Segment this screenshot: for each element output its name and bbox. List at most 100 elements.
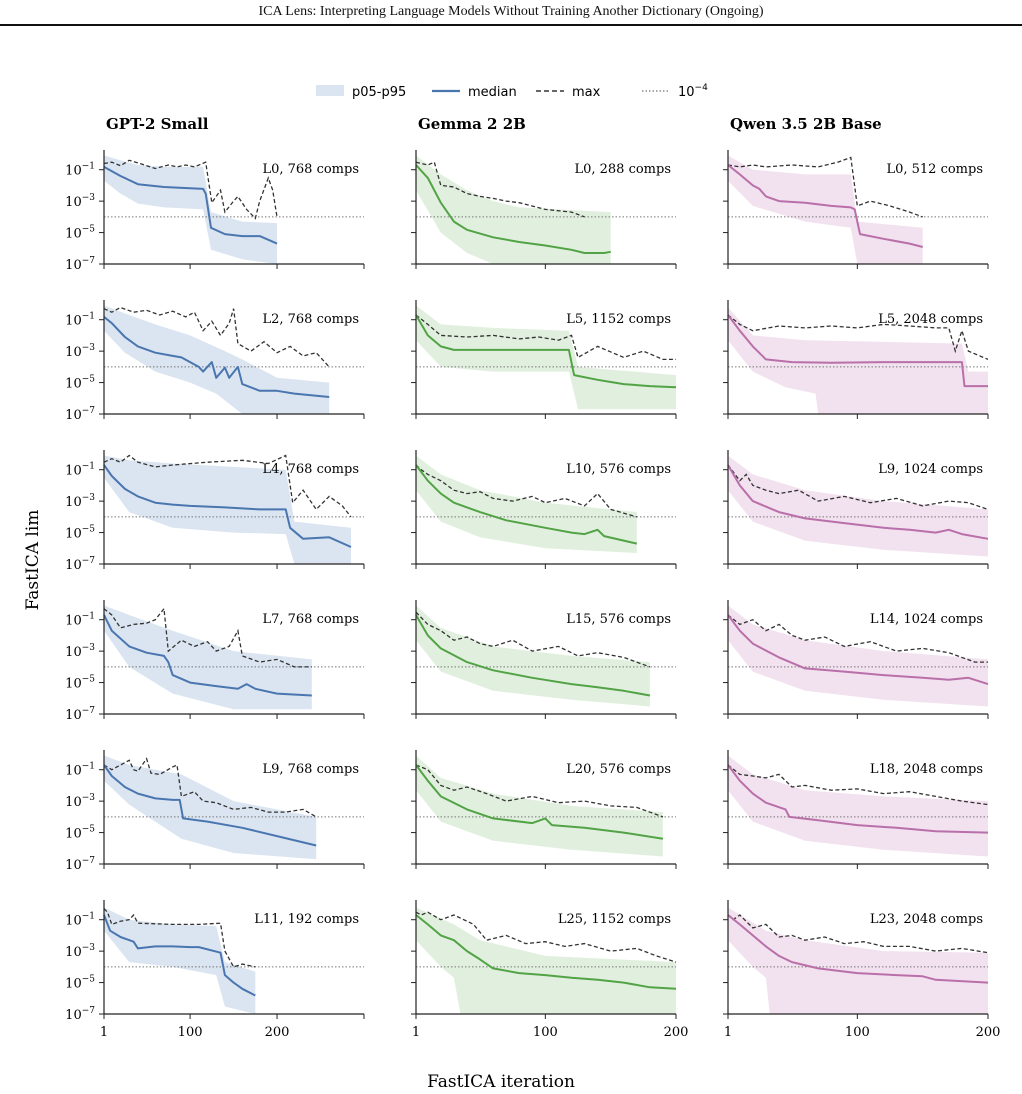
legend-item-dotted: 10−4: [642, 83, 708, 100]
max-line: [727, 764, 989, 806]
y-tick-label-sup: −7: [82, 706, 96, 716]
y-tick-label-sup: −1: [82, 162, 95, 172]
y-tick-label: 10−7: [65, 406, 95, 423]
percentile-band: [728, 907, 988, 1014]
y-tick-label-sup: −3: [82, 643, 96, 653]
y-tick-label: 10−5: [65, 225, 95, 242]
y-tick-label: 10−7: [65, 856, 95, 873]
y-tick-label-sup: −3: [82, 493, 96, 503]
max-line: [415, 464, 637, 518]
panel: 10−1 10−3 10−5 10−7 1 100 200 L11, 192 comps: [65, 900, 365, 1040]
y-tick-label-sup: −7: [82, 256, 96, 266]
y-tick-label: 10−5: [65, 375, 95, 392]
y-tick-label: 10−3: [65, 793, 95, 810]
median-line: [103, 316, 330, 398]
y-tick-label: 10−3: [65, 193, 95, 210]
legend: p05-p95 median max 10−4: [316, 83, 708, 100]
panel: 10−1 10−3 10−5 10−7 L0, 768 comps: [65, 150, 365, 273]
median-line: [103, 614, 312, 697]
max-line: [727, 464, 989, 511]
percentile-band: [728, 605, 988, 707]
percentile-band: [728, 307, 988, 414]
y-tick-label: 10−7: [65, 256, 95, 273]
max-line: [415, 911, 677, 963]
panel: L10, 576 comps: [411, 450, 677, 569]
y-tick-label-sup: −1: [82, 762, 95, 772]
y-tick-label: 10−7: [65, 556, 95, 573]
panel-label: L0, 288 comps: [574, 162, 671, 177]
y-axis-label: FastICA lim: [23, 510, 43, 611]
panel-label: L0, 512 comps: [886, 162, 983, 177]
legend-swatch-band: [316, 85, 344, 96]
median-line: [415, 614, 651, 697]
y-tick-label-sup: −7: [82, 856, 96, 866]
panel-label: L23, 2048 comps: [870, 912, 983, 927]
y-tick-label-sup: −5: [82, 825, 96, 835]
max-line: [415, 314, 676, 361]
model-title: Qwen 3.5 2B Base: [730, 115, 882, 133]
legend-item-dashed: max: [536, 85, 601, 100]
x-tick-label: 200: [664, 1025, 689, 1040]
panel-label: L5, 2048 comps: [878, 312, 983, 327]
panel: L18, 2048 comps: [723, 750, 989, 869]
y-tick-label-sup: −3: [82, 793, 96, 803]
median-line: [415, 464, 638, 545]
percentile-band: [416, 605, 650, 707]
percentile-band: [104, 455, 351, 564]
panel-grid: GPT-2 Small 10−1 10−3 10−5 10−7 L0, 768 comps…: [65, 115, 1000, 1040]
page-header-title: ICA Lens: Interpreting Language Models W…: [258, 4, 764, 19]
percentile-band: [104, 155, 277, 264]
x-tick-label: 1: [100, 1025, 108, 1040]
x-tick-label: 100: [845, 1025, 870, 1040]
panel-label: L11, 192 comps: [254, 912, 359, 927]
percentile-band: [104, 605, 312, 710]
max-line: [103, 908, 256, 968]
max-line: [415, 611, 651, 668]
percentile-band: [104, 907, 256, 1014]
legend-item-solid: median: [432, 85, 517, 100]
median-line: [727, 464, 989, 540]
panel-label: L9, 768 comps: [262, 762, 359, 777]
panel-label: L20, 576 comps: [566, 762, 671, 777]
percentile-band: [104, 305, 330, 414]
y-tick-label-sup: −1: [82, 912, 95, 922]
percentile-band: [416, 455, 637, 553]
x-tick-label: 1: [412, 1025, 420, 1040]
panel-label: L18, 2048 comps: [870, 762, 983, 777]
y-tick-label-sup: −7: [82, 1006, 96, 1016]
panel-label: L15, 576 comps: [566, 612, 671, 627]
max-line: [727, 614, 988, 663]
x-axis-label: FastICA iteration: [427, 1072, 575, 1092]
panel-label: L9, 1024 comps: [878, 462, 983, 477]
panel: L14, 1024 comps: [723, 600, 989, 719]
median-line: [103, 764, 317, 847]
y-tick-label: 10−1: [65, 462, 95, 479]
panel: L20, 576 comps: [411, 750, 677, 869]
y-tick-label-sup: −1: [82, 612, 95, 622]
x-tick-label: 200: [265, 1025, 290, 1040]
max-line: [103, 159, 278, 220]
panel-label: L2, 768 comps: [262, 312, 359, 327]
max-line: [727, 156, 923, 218]
x-tick-label: 100: [533, 1025, 558, 1040]
panel-label: L10, 576 comps: [566, 462, 671, 477]
median-line: [727, 314, 988, 388]
x-tick-label: 1: [724, 1025, 732, 1040]
median-line: [727, 164, 923, 248]
max-line: [103, 607, 312, 668]
median-line: [415, 314, 677, 389]
panel: 10−1 10−3 10−5 10−7 L7, 768 comps: [65, 600, 365, 723]
y-tick-label-sup: −7: [82, 406, 96, 416]
panel: 10−1 10−3 10−5 10−7 L9, 768 comps: [65, 750, 365, 873]
panel-label: L7, 768 comps: [262, 612, 359, 627]
y-tick-label: 10−1: [65, 912, 95, 929]
y-tick-label: 10−3: [65, 343, 95, 360]
panel: L15, 576 comps: [411, 600, 677, 719]
panel-label: L25, 1152 comps: [558, 912, 671, 927]
y-tick-label-sup: −5: [82, 975, 96, 985]
y-tick-label: 10−5: [65, 675, 95, 692]
panel-label: L5, 1152 comps: [566, 312, 671, 327]
panel: 1 100 200 L23, 2048 comps: [723, 900, 1000, 1040]
y-tick-label: 10−1: [65, 162, 95, 179]
